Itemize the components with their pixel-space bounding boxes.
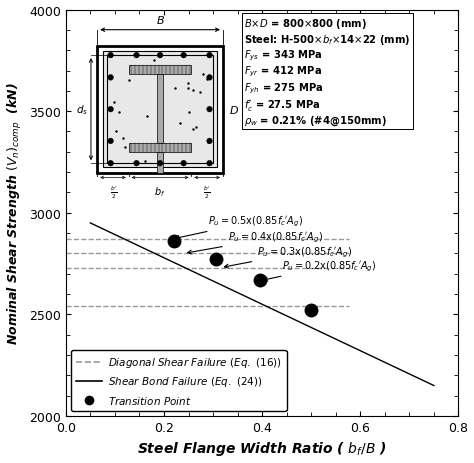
X-axis label: Steel Flange Width Ratio ( $b_f/B$ ): Steel Flange Width Ratio ( $b_f/B$ ) — [137, 439, 387, 457]
Text: $P_u = 0.5\mathsf{x}(0.85f_c{'}A_g)$: $P_u = 0.5\mathsf{x}(0.85f_c{'}A_g)$ — [175, 214, 303, 240]
Legend: $\it{Diagonal\ Shear\ Failure\ (Eq.\ (16))}$, $\it{Shear\ Bond\ Failure\ (Eq.\ (: $\it{Diagonal\ Shear\ Failure\ (Eq.\ (16… — [71, 350, 287, 411]
Text: $P_u = 0.4\mathsf{x}(0.85f_c{'}A_g)$: $P_u = 0.4\mathsf{x}(0.85f_c{'}A_g)$ — [188, 231, 323, 255]
Text: $P_u = 0.2\mathsf{x}(0.85f_c{'}A_g)$: $P_u = 0.2\mathsf{x}(0.85f_c{'}A_g)$ — [264, 259, 376, 282]
Text: $P_u = 0.3\mathsf{x}(0.85f_c{'}A_g)$: $P_u = 0.3\mathsf{x}(0.85f_c{'}A_g)$ — [224, 244, 352, 269]
Y-axis label: Nominal Shear Strength $(V_n)_{comp}$  (kN): Nominal Shear Strength $(V_n)_{comp}$ (k… — [6, 82, 24, 344]
Text: $\mathit{B}$$\times$$\mathit{D}$ = 800$\times$800 (mm)
Steel: H-500$\times$$\mat: $\mathit{B}$$\times$$\mathit{D}$ = 800$\… — [245, 17, 411, 128]
